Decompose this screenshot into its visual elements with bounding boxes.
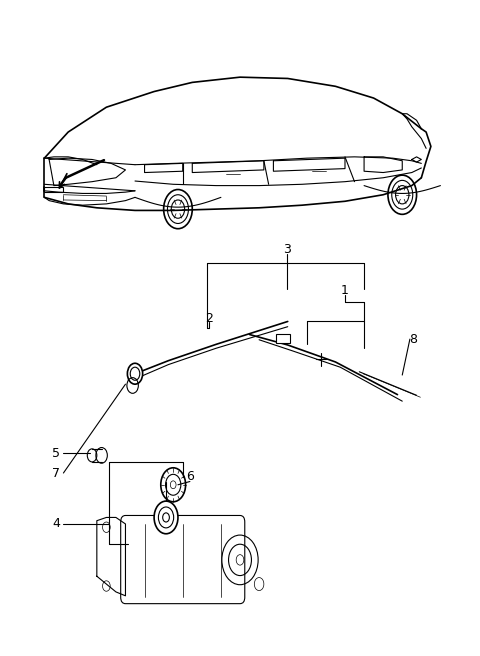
Text: 4: 4 [52, 518, 60, 531]
Bar [276, 334, 290, 343]
Text: 8: 8 [409, 333, 417, 346]
Bar [44, 187, 63, 192]
Text: 7: 7 [52, 466, 60, 480]
FancyBboxPatch shape [120, 516, 245, 604]
Circle shape [127, 363, 143, 384]
Text: 3: 3 [283, 243, 291, 256]
Text: 2: 2 [205, 312, 213, 325]
Text: 1: 1 [341, 283, 349, 297]
Text: 6: 6 [186, 470, 194, 483]
Text: 5: 5 [52, 447, 60, 460]
Circle shape [154, 501, 178, 534]
